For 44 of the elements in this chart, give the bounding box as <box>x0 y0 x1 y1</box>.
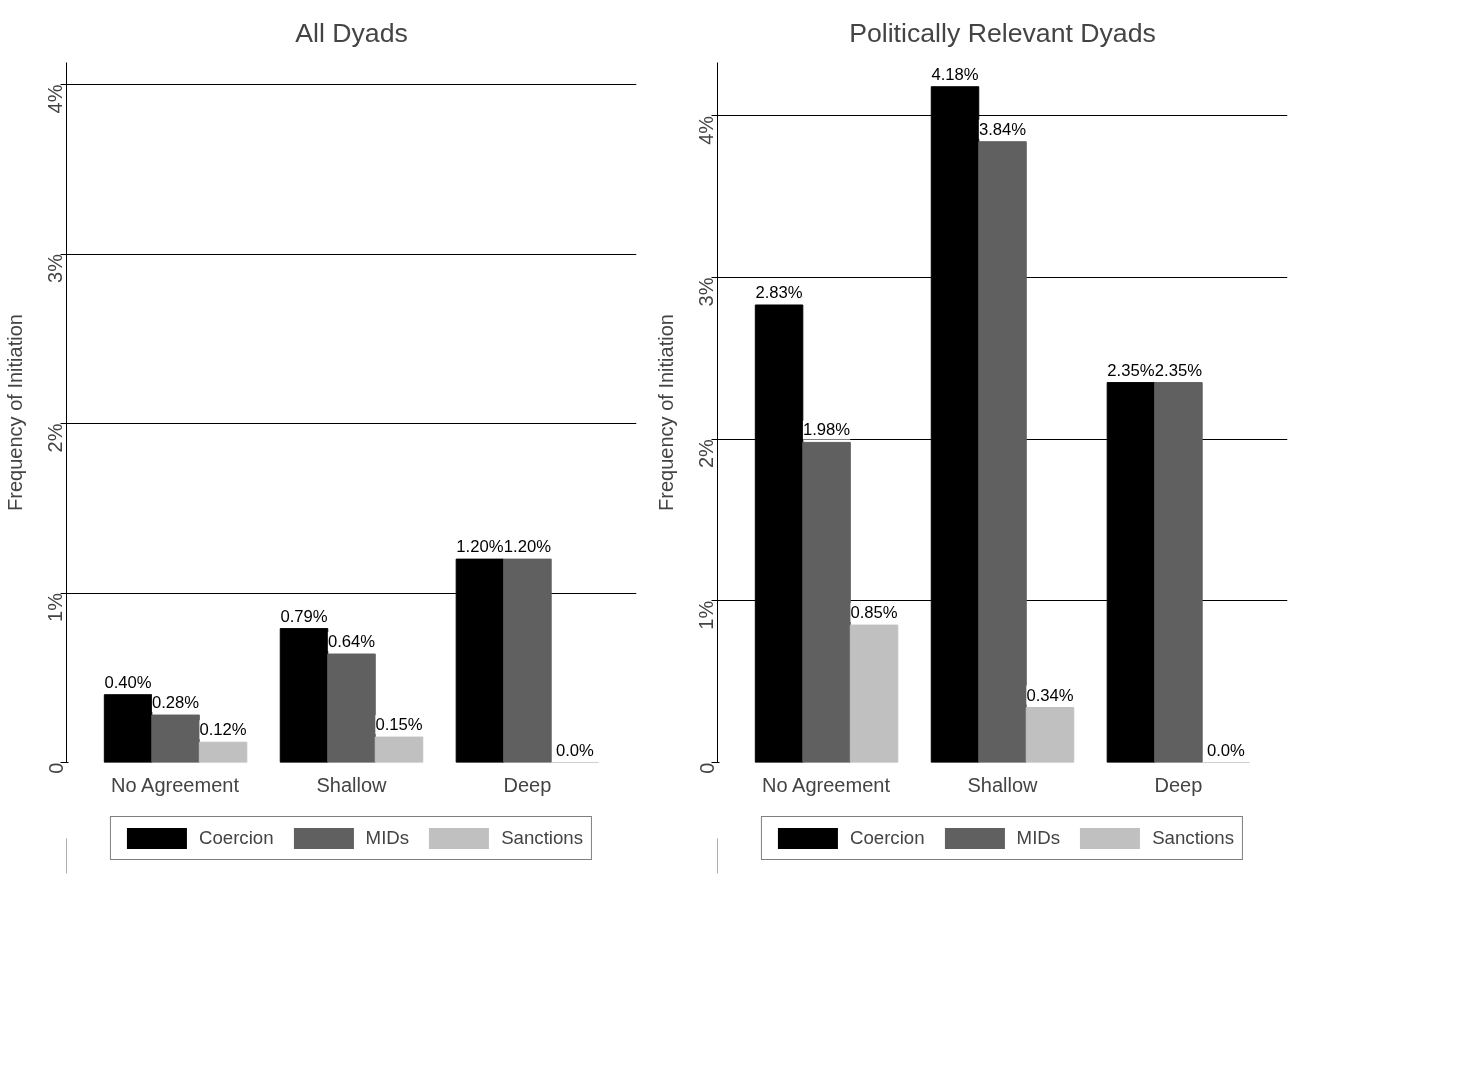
data-label: 1.20% <box>456 537 504 557</box>
y-tick-label: 1% <box>44 592 67 622</box>
x-tick-label: No Agreement <box>762 773 891 796</box>
data-label: 0.15% <box>375 715 423 735</box>
data-label: 1.20% <box>503 537 552 557</box>
x-tick-label: Shallow <box>967 773 1039 796</box>
legend-label: Sanctions <box>501 827 584 849</box>
y-tick-label: 3% <box>44 253 67 283</box>
data-label: 0.28% <box>151 693 200 713</box>
x-tick-label: Deep <box>503 773 552 796</box>
data-label: 0.40% <box>104 672 152 692</box>
data-label: 1.98% <box>802 420 851 440</box>
legend-label: MIDs <box>365 827 410 849</box>
chart-title: Politically Relevant Dyads <box>849 17 1156 48</box>
y-tick-label: 0 <box>44 762 67 774</box>
data-label: 0.0% <box>1206 740 1246 760</box>
data-label: 2.35% <box>1107 360 1155 380</box>
x-tick-label: No Agreement <box>111 773 240 796</box>
y-tick-label: 0 <box>695 762 718 774</box>
data-label: 0.64% <box>327 632 376 652</box>
x-tick-label: Shallow <box>316 773 388 796</box>
legend-label: Coercion <box>198 827 274 849</box>
legend-label: Sanctions <box>1152 827 1235 849</box>
x-tick-label: Deep <box>1154 773 1203 796</box>
text: Coercion <box>849 827 925 849</box>
data-label: 4.18% <box>931 64 979 84</box>
legend-label: MIDs <box>1016 827 1061 849</box>
data-label: 0.85% <box>850 603 898 623</box>
y-tick-label: 2% <box>695 438 718 469</box>
y-tick-label: 1% <box>695 600 718 630</box>
data-label: 0.12% <box>199 720 247 740</box>
y-tick-label: 4% <box>44 84 67 114</box>
y-tick-label: 2% <box>44 423 67 453</box>
data-label: 2.83% <box>755 282 803 302</box>
data-label: 3.84% <box>978 119 1027 139</box>
data-label: 2.35% <box>1154 360 1203 380</box>
y-axis-title: Frequency of Initiation <box>3 314 26 511</box>
chart-title: All Dyads <box>295 17 408 48</box>
y-axis-title: Frequency of Initiation <box>654 314 677 511</box>
y-tick-label: 4% <box>695 115 718 145</box>
data-label: 0.79% <box>280 606 328 626</box>
data-label: 0.0% <box>555 740 595 760</box>
data-label: 0.34% <box>1026 685 1074 705</box>
y-tick-label: 3% <box>695 277 718 307</box>
